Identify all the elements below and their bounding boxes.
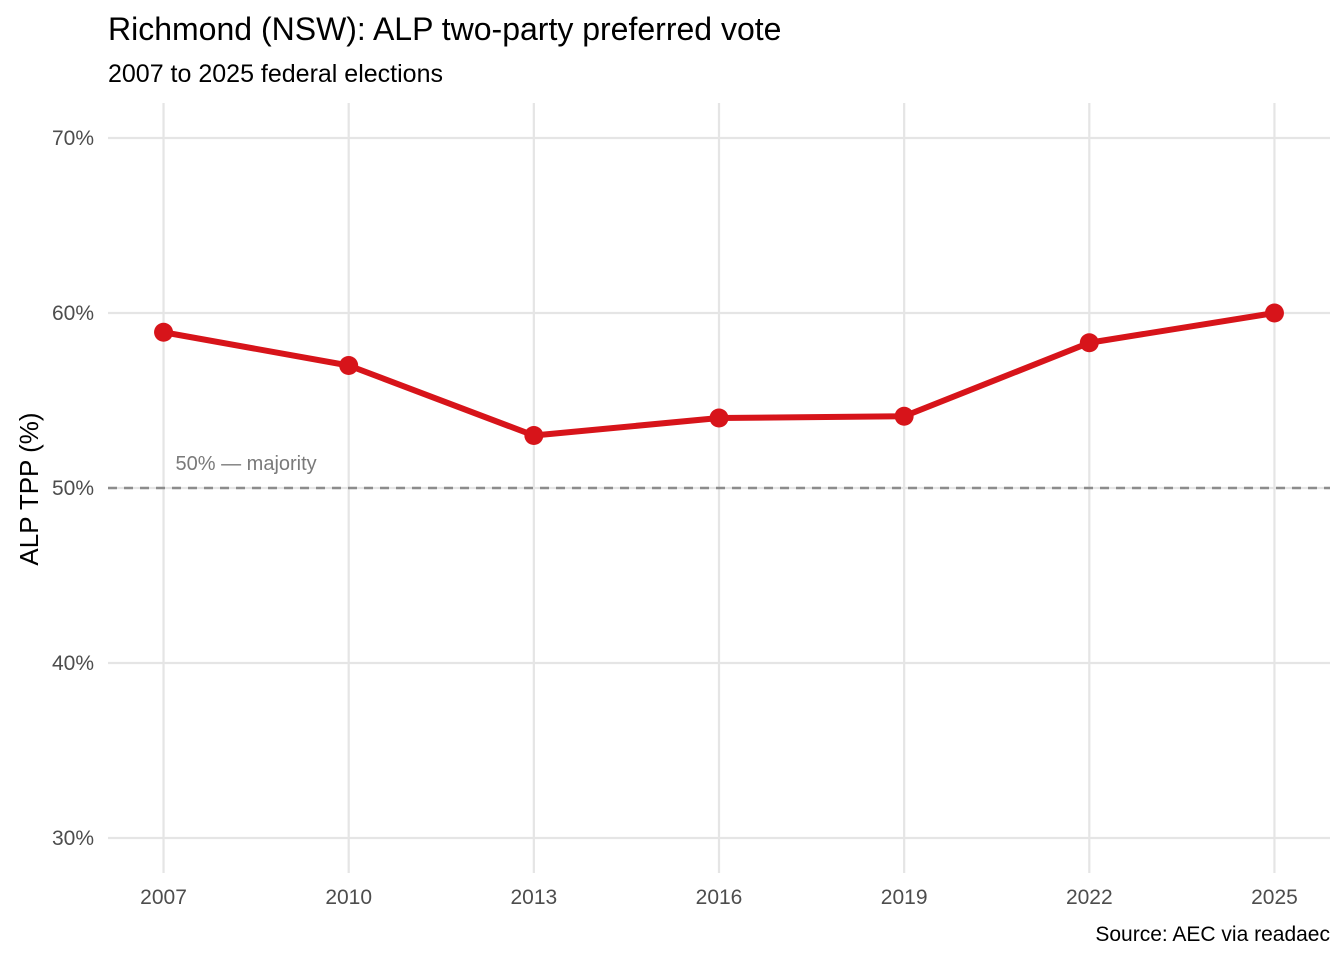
data-point	[339, 356, 359, 375]
source-caption: Source: AEC via readaec	[1095, 923, 1330, 946]
y-tick-label: 60%	[52, 302, 94, 325]
x-tick-label: 2007	[140, 886, 187, 909]
y-tick-label: 50%	[52, 477, 94, 500]
data-point	[894, 406, 914, 426]
x-tick-label: 2025	[1251, 886, 1298, 909]
x-tick-label: 2013	[510, 886, 557, 909]
data-point	[524, 426, 544, 445]
x-tick-label: 2022	[1066, 886, 1113, 909]
majority-annotation: 50% — majority	[176, 453, 317, 475]
y-axis-label: ALP TPP (%)	[14, 412, 44, 565]
y-tick-label: 30%	[52, 827, 94, 850]
y-tick-label: 40%	[52, 652, 94, 675]
chart-subtitle: 2007 to 2025 federal elections	[108, 60, 443, 88]
x-tick-label: 2016	[696, 886, 743, 909]
reference-line-group: 50% — majority	[108, 453, 1330, 490]
chart-title: Richmond (NSW): ALP two-party preferred …	[108, 11, 781, 47]
x-axis-ticks: 2007 2010 2013 2016 2019 2022 2025	[140, 886, 1298, 909]
data-point	[1079, 333, 1099, 353]
series-group	[154, 303, 1284, 445]
data-point	[154, 322, 174, 342]
y-tick-label: 70%	[52, 127, 94, 150]
data-point	[709, 408, 729, 428]
y-axis-ticks: 30% 40% 50% 60% 70%	[52, 127, 94, 850]
x-tick-label: 2010	[325, 886, 372, 909]
x-tick-label: 2019	[881, 886, 928, 909]
data-point	[1264, 303, 1284, 323]
